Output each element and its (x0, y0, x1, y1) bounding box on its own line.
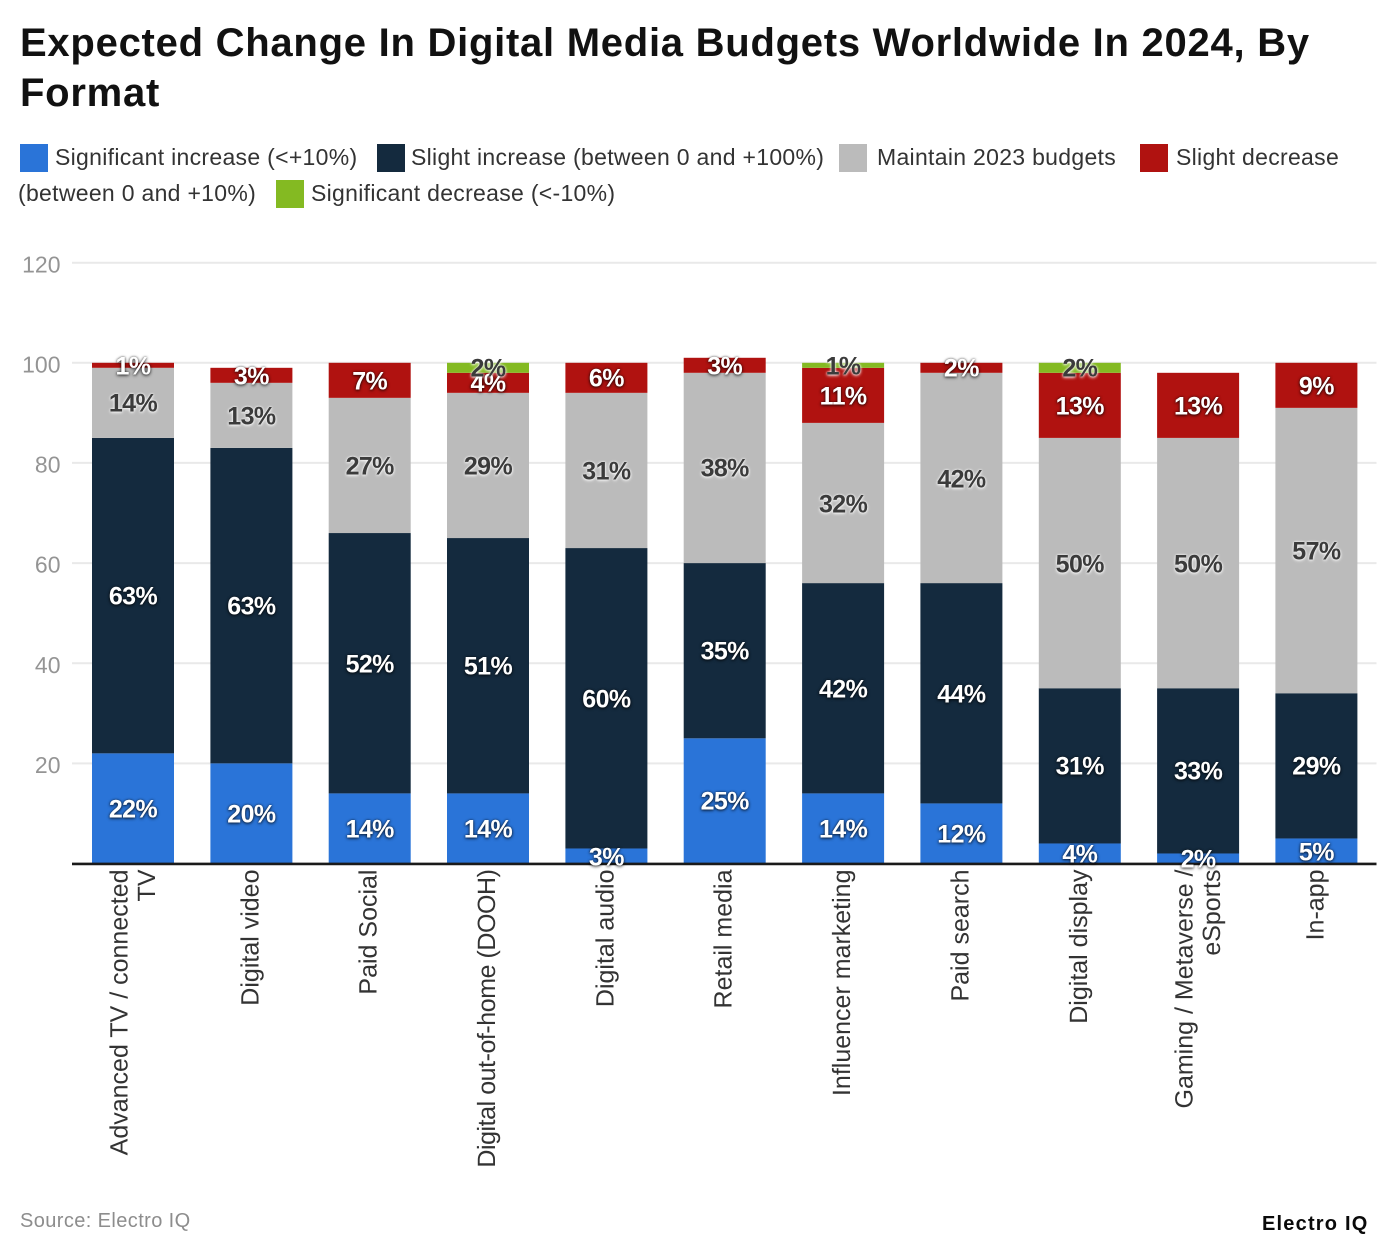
svg-text:20: 20 (35, 752, 61, 778)
svg-text:100: 100 (22, 351, 60, 377)
svg-text:60: 60 (35, 552, 61, 578)
svg-text:Digital display: Digital display (1065, 869, 1093, 1024)
svg-text:Advanced TV / connected: Advanced TV / connected (106, 870, 134, 1156)
svg-text:Retail media: Retail media (710, 869, 738, 1008)
svg-text:Paid Social: Paid Social (355, 870, 383, 995)
svg-text:80: 80 (35, 452, 61, 478)
svg-text:Digital out-of-home (DOOH): Digital out-of-home (DOOH) (473, 870, 501, 1168)
svg-text:In-app: In-app (1301, 870, 1329, 941)
svg-text:Digital video: Digital video (236, 870, 264, 1006)
svg-text:40: 40 (35, 652, 61, 678)
svg-text:eSports: eSports (1198, 870, 1226, 956)
svg-text:120: 120 (22, 251, 60, 277)
svg-text:Influencer marketing: Influencer marketing (828, 870, 856, 1097)
svg-text:Digital audio: Digital audio (591, 870, 619, 1008)
svg-text:TV: TV (133, 869, 161, 901)
svg-text:Paid search: Paid search (946, 870, 974, 1002)
svg-text:Gaming / Metaverse /: Gaming / Metaverse / (1171, 869, 1199, 1108)
